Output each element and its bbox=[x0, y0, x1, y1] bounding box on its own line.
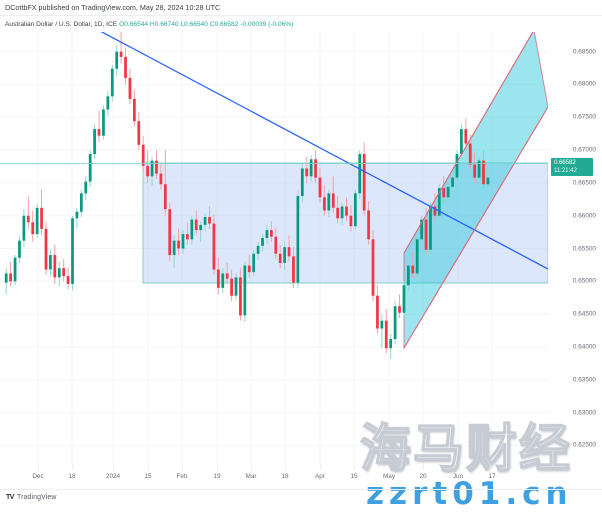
time-axis-tick: 17 bbox=[488, 473, 496, 480]
footer-divider bbox=[0, 489, 602, 490]
current-price-badge: 0.66582 11:21:42 bbox=[551, 158, 593, 176]
change-value: -0.00039 (-0.06%) bbox=[240, 21, 294, 28]
chart-legend: Australian Dollar / U.S. Dollar, 1D, ICE… bbox=[5, 20, 293, 29]
price-axis-tick: 0.62500 bbox=[572, 441, 596, 449]
price-axis-tick: 0.64500 bbox=[572, 310, 596, 318]
time-axis-tick: 15 bbox=[350, 473, 358, 480]
current-price-line bbox=[0, 163, 548, 164]
price-axis-tick: 0.63500 bbox=[572, 376, 596, 384]
tradingview-logo[interactable]: TV TradingView bbox=[6, 494, 57, 501]
time-axis[interactable]: Dec 18 2024 15 Feb 19 Mar 18 Apr 15 May 20 Jun 17 bbox=[0, 465, 602, 489]
time-axis-tickmark bbox=[113, 465, 114, 469]
time-axis-tickmark bbox=[492, 465, 493, 469]
time-axis-tick: 2024 bbox=[105, 473, 121, 480]
price-axis-tick: 0.66500 bbox=[572, 179, 596, 187]
chart-canvas bbox=[0, 32, 548, 465]
time-axis-tick: 18 bbox=[68, 473, 76, 480]
price-axis-tick: 0.65000 bbox=[572, 277, 596, 285]
chart-plot-area[interactable] bbox=[0, 32, 548, 465]
price-axis-tick: 0.67000 bbox=[572, 146, 596, 154]
price-axis-tick: 0.66000 bbox=[572, 212, 596, 220]
time-axis-tickmark bbox=[389, 465, 390, 469]
header-divider bbox=[0, 15, 602, 16]
time-axis-tickmark bbox=[354, 465, 355, 469]
time-axis-tickmark bbox=[458, 465, 459, 469]
publisher-line: DCottbFX published on TradingView.com, M… bbox=[5, 3, 221, 12]
time-axis-tickmark bbox=[423, 465, 424, 469]
price-axis-tick: 0.65500 bbox=[572, 245, 596, 252]
ohlc-values: O0.66544 H0.66740 L0.66540 C0.66582 bbox=[119, 21, 239, 28]
symbol-label: Australian Dollar / U.S. Dollar, 1D, ICE bbox=[5, 21, 118, 28]
time-axis-tick: 20 bbox=[419, 473, 427, 480]
price-axis-tick: 0.64000 bbox=[572, 343, 596, 351]
current-price-value: 0.66582 bbox=[554, 159, 576, 166]
time-axis-tick: Apr bbox=[315, 473, 325, 480]
time-axis-tickmark bbox=[72, 465, 73, 469]
time-axis-tick: 18 bbox=[281, 473, 289, 480]
time-axis-tick: Feb bbox=[176, 473, 188, 480]
time-axis-tick: Mar bbox=[245, 473, 257, 480]
time-axis-tickmark bbox=[285, 465, 286, 469]
time-axis-tickmark bbox=[251, 465, 252, 469]
time-axis-tickmark bbox=[320, 465, 321, 469]
time-axis-tick: Dec bbox=[32, 473, 44, 480]
price-axis-tick: 0.63000 bbox=[572, 409, 596, 416]
time-axis-tick: 19 bbox=[213, 473, 221, 480]
current-price-time: 11:21:42 bbox=[554, 167, 577, 174]
tradingview-logo-text: TradingView bbox=[16, 494, 57, 501]
tradingview-logo-mark: TV bbox=[6, 494, 14, 501]
price-axis-tick: 0.68500 bbox=[572, 48, 596, 56]
price-axis[interactable]: 0.68500 0.68000 0.67500 0.67000 0.66500 0.660… bbox=[548, 32, 602, 465]
time-axis-tickmark bbox=[148, 465, 149, 469]
price-axis-tick: 0.67500 bbox=[572, 113, 596, 121]
time-axis-tick: 15 bbox=[144, 473, 152, 480]
time-axis-tickmark bbox=[38, 465, 39, 469]
time-axis-tickmark bbox=[217, 465, 218, 469]
time-axis-tick: May bbox=[382, 473, 396, 480]
time-axis-tickmark bbox=[182, 465, 183, 469]
time-axis-tick: Jun bbox=[452, 473, 464, 480]
price-axis-tick: 0.68000 bbox=[572, 80, 596, 88]
